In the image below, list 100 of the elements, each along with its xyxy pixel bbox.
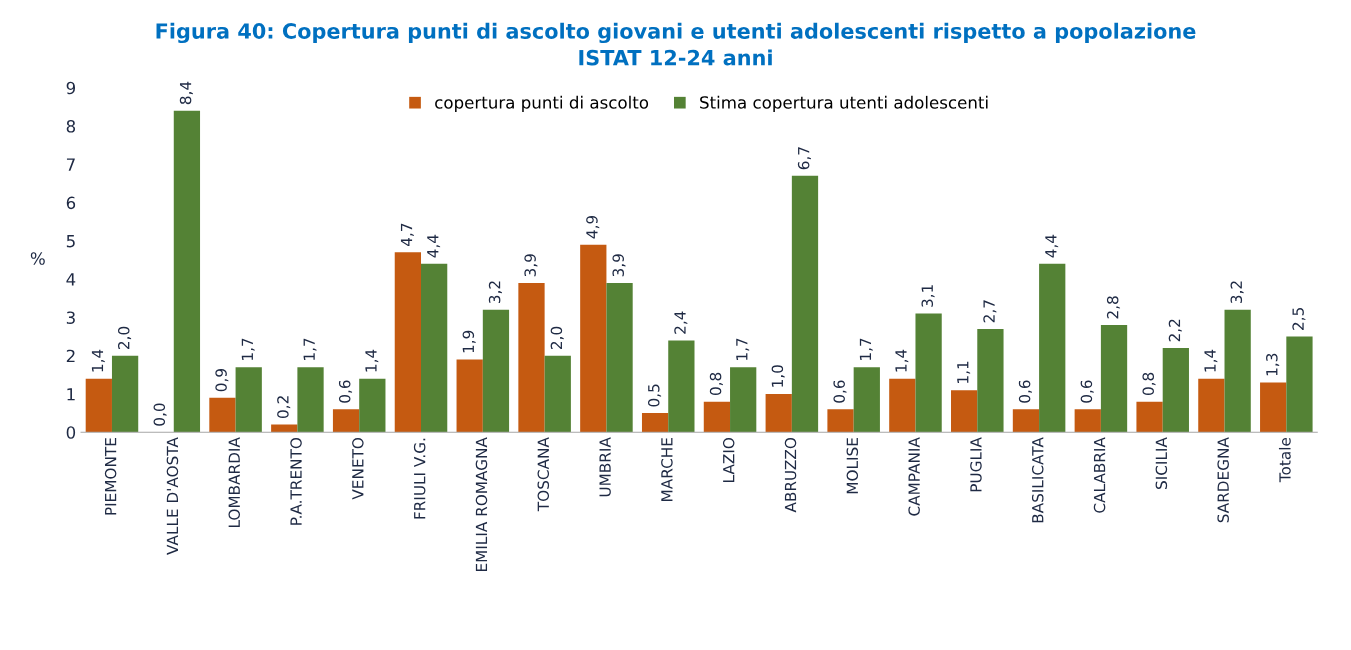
bar xyxy=(111,355,139,433)
bar xyxy=(271,424,298,433)
data-label: 0,6 xyxy=(833,380,847,403)
bar xyxy=(915,313,942,433)
y-tick-label: 8 xyxy=(66,119,76,133)
y-tick-label: 7 xyxy=(66,158,75,171)
bar xyxy=(332,409,360,433)
legend-label: copertura punti di ascolto xyxy=(435,95,649,112)
x-tick-label: PUGLIA xyxy=(970,437,982,492)
bar xyxy=(641,413,669,433)
data-label: 0,9 xyxy=(215,369,229,392)
data-label: 6,7 xyxy=(797,147,811,170)
bar xyxy=(482,309,510,433)
x-tick-label: P.A.TRENTO xyxy=(290,437,302,525)
data-label: 0,6 xyxy=(1018,380,1032,403)
data-label: 2,2 xyxy=(1168,319,1182,342)
data-label: 2,4 xyxy=(674,311,688,334)
data-label: 0,6 xyxy=(1080,380,1094,403)
x-tick-label: VENETO xyxy=(352,437,364,500)
data-label: 3,9 xyxy=(612,254,626,277)
x-tick-label: BASILICATA xyxy=(1031,437,1044,523)
data-label: 1,4 xyxy=(365,349,379,372)
data-label: 1,9 xyxy=(462,330,476,353)
data-label: 1,7 xyxy=(859,338,873,360)
bar xyxy=(1136,401,1163,433)
bar xyxy=(173,110,201,433)
y-tick-label: 9 xyxy=(66,81,76,95)
data-label: 0,8 xyxy=(1142,372,1156,396)
x-tick-label: PIEMONTE xyxy=(104,438,117,515)
data-label: 1,0 xyxy=(771,365,785,387)
data-label: 2,8 xyxy=(1106,296,1121,319)
data-label: 2,5 xyxy=(1292,308,1306,330)
data-label: 2,7 xyxy=(983,300,997,323)
x-tick-label: LAZIO xyxy=(722,437,735,482)
bar xyxy=(456,359,483,433)
x-tick-label: UMBRIA xyxy=(599,437,611,497)
x-tick-label: MOLISE xyxy=(846,438,859,494)
data-label: 4,7 xyxy=(400,223,414,247)
bar xyxy=(1286,336,1313,433)
bar xyxy=(580,244,607,433)
legend-label: Stima copertura utenti adolescenti xyxy=(700,95,988,112)
bar xyxy=(765,393,792,433)
bar xyxy=(1012,409,1040,433)
bar xyxy=(394,252,422,433)
y-tick-label: 4 xyxy=(66,273,76,286)
data-label: 3,2 xyxy=(488,281,502,304)
data-label: 1,4 xyxy=(91,349,105,372)
x-tick-label: LOMBARDIA xyxy=(228,437,241,528)
x-tick-label: ABRUZZO xyxy=(784,437,797,513)
bar xyxy=(1224,309,1251,433)
y-tick-label: 3 xyxy=(66,311,75,324)
x-tick-label: CALABRIA xyxy=(1093,437,1106,513)
data-label: 1,4 xyxy=(895,349,909,372)
data-label: 2,0 xyxy=(117,326,132,350)
bar xyxy=(606,282,633,433)
bar xyxy=(827,409,854,433)
bar xyxy=(518,282,545,433)
data-label: 1,1 xyxy=(957,361,971,383)
bar xyxy=(544,355,571,433)
data-label: 3,2 xyxy=(1230,281,1244,304)
data-label: 3,9 xyxy=(524,254,538,277)
data-label: 0,6 xyxy=(338,380,353,403)
data-label: 2,0 xyxy=(550,326,564,350)
bar xyxy=(1039,263,1066,433)
x-tick-label: CAMPANIA xyxy=(908,437,920,516)
bar xyxy=(889,378,916,433)
data-label: 1,4 xyxy=(1204,349,1218,372)
y-axis-title: % xyxy=(30,252,45,265)
x-tick-label: TOSCANA xyxy=(537,437,550,512)
data-label: 3,1 xyxy=(921,285,935,307)
bar xyxy=(1260,382,1287,433)
data-label: 4,4 xyxy=(427,234,441,258)
bar xyxy=(421,263,448,433)
bar xyxy=(1100,325,1128,433)
data-label: 4,9 xyxy=(586,215,600,239)
x-tick-label: SARDEGNA xyxy=(1217,437,1229,523)
bar xyxy=(235,367,262,433)
y-tick-label: 5 xyxy=(66,235,75,248)
data-label: 1,7 xyxy=(736,338,750,360)
bar xyxy=(951,390,978,433)
data-label: 0,5 xyxy=(647,384,662,407)
data-label: 8,4 xyxy=(179,81,193,105)
y-tick-label: 0 xyxy=(66,426,76,439)
x-tick-label: VALLE D'AOSTA xyxy=(166,437,179,555)
data-label: 0,8 xyxy=(709,372,723,396)
bar xyxy=(297,367,324,433)
x-tick-label: Totale xyxy=(1278,437,1291,483)
bar xyxy=(85,378,112,433)
bar xyxy=(1198,378,1225,433)
x-tick-label: MARCHE xyxy=(661,438,673,501)
bar xyxy=(977,328,1004,433)
bar xyxy=(791,175,819,433)
data-label: 4,4 xyxy=(1045,234,1059,258)
y-tick-label: 2 xyxy=(66,349,75,363)
bar xyxy=(1074,409,1101,433)
bar xyxy=(730,367,757,433)
data-label: 1,3 xyxy=(1266,353,1280,376)
bar xyxy=(668,340,695,433)
bar xyxy=(703,401,731,433)
chart-title: Figura 40: Copertura punti di ascolto giovani e utenti adolescenti rispetto a popolazione ISTAT 12-24 anni xyxy=(156,22,1196,66)
